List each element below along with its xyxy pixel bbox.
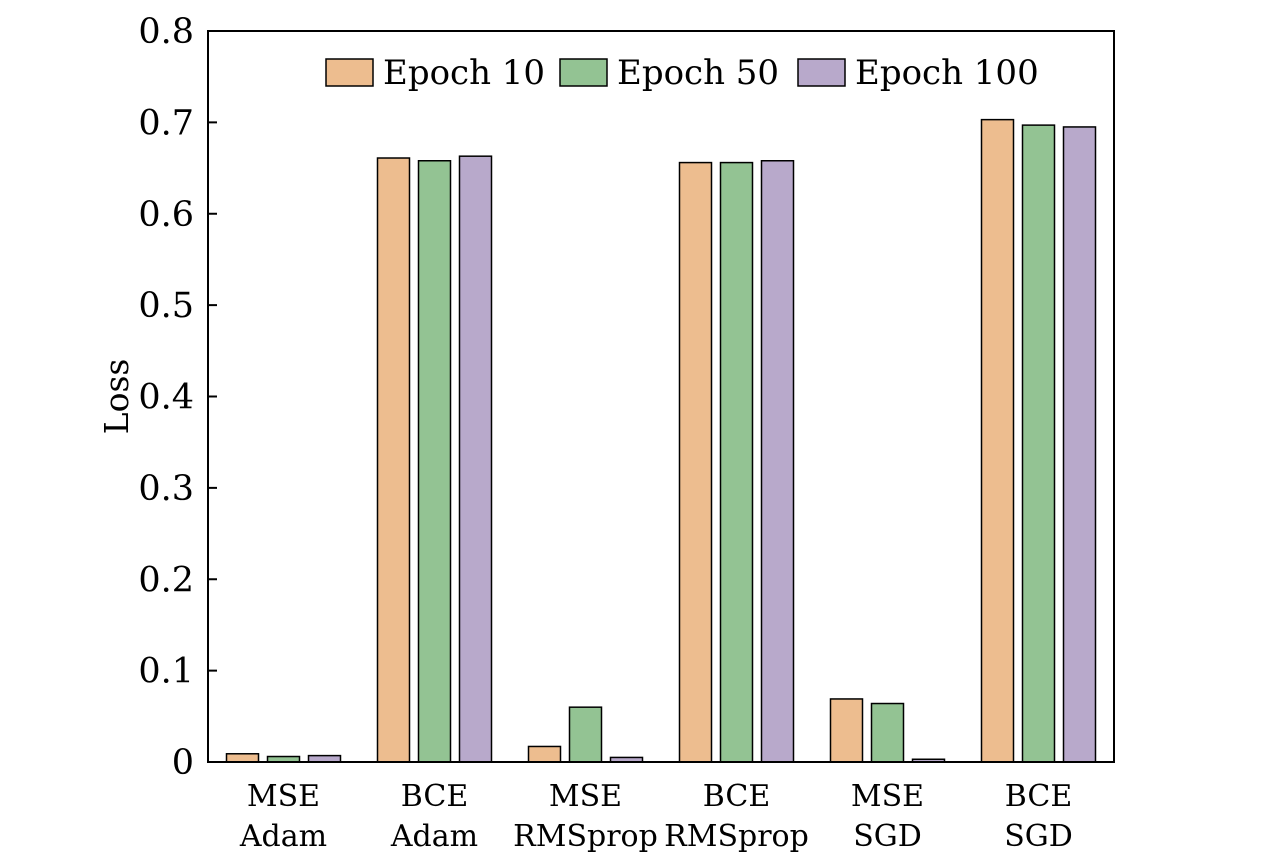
legend-label-epoch-100: Epoch 100 (855, 53, 1039, 93)
x-tick-label: Adam (239, 819, 327, 854)
x-tick-label: BCE (1005, 779, 1072, 814)
legend-swatch-epoch-100 (797, 58, 846, 87)
x-tick-label: BCE (401, 779, 468, 814)
x-axis: MSE Adam BCE Adam MSE RMSprop BCE RMSprop MSE SGD… (239, 779, 1073, 854)
y-axis-label: Loss (97, 359, 136, 435)
x-tick-label: Adam (390, 819, 478, 854)
bar-epoch-50-4 (870, 702, 905, 763)
y-tick-label: 0.1 (138, 652, 194, 692)
bar-epoch-100-3 (760, 160, 795, 763)
y-tick-label: 0.8 (138, 12, 194, 52)
bar-epoch-10-0 (225, 753, 260, 763)
x-tick-label: SGD (1004, 819, 1073, 854)
y-tick-label: 0 (172, 743, 194, 783)
bar-epoch-50-3 (719, 161, 754, 763)
x-tick-label: RMSprop (513, 819, 658, 854)
x-tick-label: MSE (851, 779, 924, 814)
y-tick-label: 0.6 (138, 195, 194, 235)
bar-epoch-10-5 (980, 118, 1015, 763)
x-tick-label: SGD (853, 819, 922, 854)
x-tick-label: MSE (247, 779, 320, 814)
y-axis: 0 0.1 0.2 0.3 0.4 0.5 0.6 0.7 0.8 (138, 12, 217, 783)
bar-epoch-100-5 (1062, 126, 1097, 763)
x-tick-label: BCE (703, 779, 770, 814)
bars-layer (225, 118, 1097, 763)
y-tick-label: 0.2 (138, 560, 194, 600)
bar-epoch-100-1 (458, 155, 493, 763)
bar-epoch-10-1 (376, 157, 411, 763)
legend-label-epoch-10: Epoch 10 (383, 53, 545, 93)
y-tick-label: 0.5 (138, 286, 194, 326)
y-tick-label: 0.7 (138, 103, 194, 143)
x-tick-label: MSE (549, 779, 622, 814)
bar-epoch-10-4 (829, 698, 864, 763)
bar-epoch-50-1 (417, 160, 452, 763)
y-tick-label: 0.3 (138, 469, 194, 509)
legend-label-epoch-50: Epoch 50 (617, 53, 779, 93)
bar-epoch-50-2 (568, 706, 603, 763)
y-tick-label: 0.4 (138, 378, 194, 418)
bar-epoch-10-2 (527, 745, 562, 763)
legend: Epoch 10 Epoch 50 Epoch 100 (325, 53, 1039, 93)
bar-epoch-10-3 (678, 161, 713, 763)
legend-swatch-epoch-50 (559, 58, 608, 87)
bar-epoch-50-5 (1021, 124, 1056, 763)
legend-swatch-epoch-10 (325, 58, 374, 87)
x-tick-label: RMSprop (664, 819, 809, 854)
plot-frame (207, 30, 1115, 763)
